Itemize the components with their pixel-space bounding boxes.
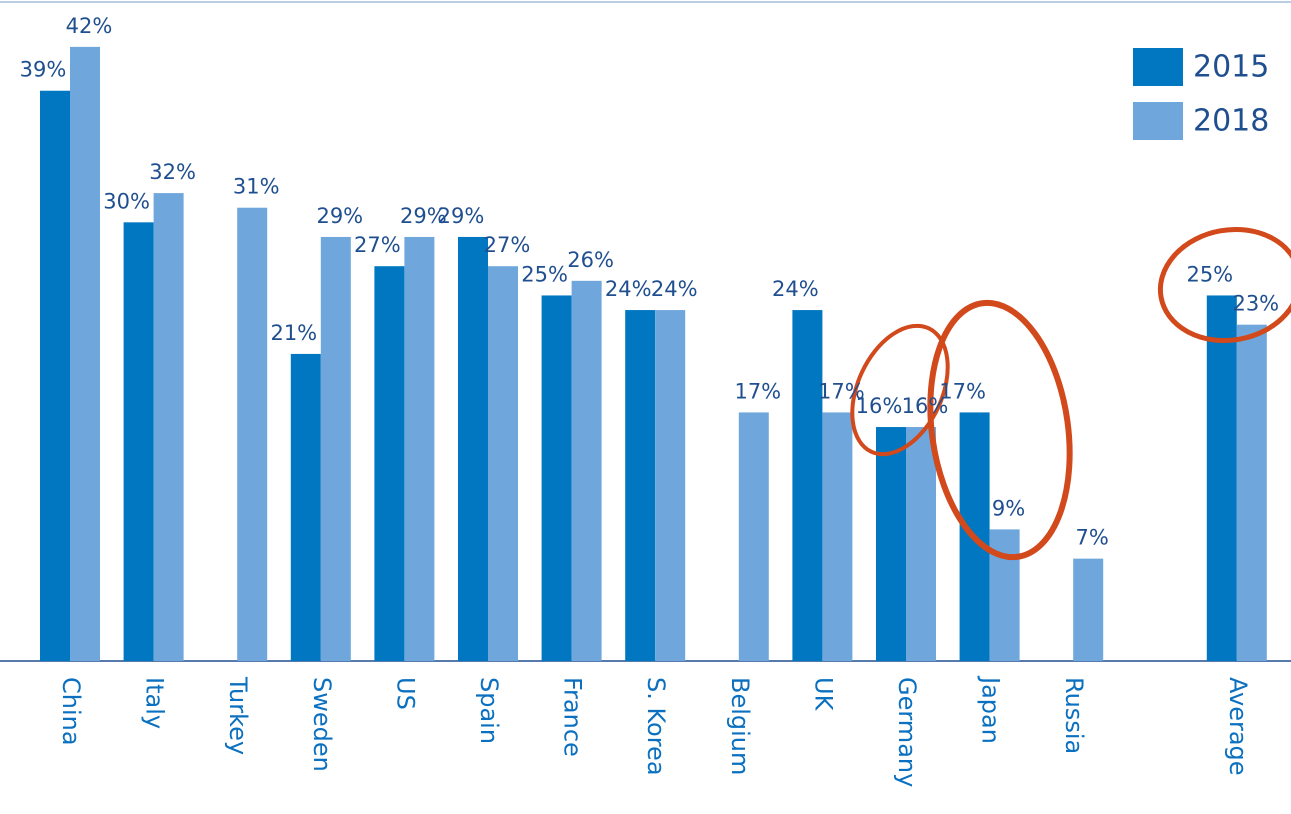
bar [738,412,769,661]
value-label: 25% [1186,262,1233,286]
x-tick-label: Italy [141,677,169,729]
x-tick-label: Russia [1060,677,1088,754]
bar [1206,295,1237,661]
bar [989,529,1020,661]
bar [320,236,351,661]
x-tick-label: Average [1224,677,1252,776]
legend-swatch [1133,48,1183,86]
value-label: 25% [521,262,568,286]
bar [792,310,823,661]
bar [625,310,656,661]
bar [374,266,405,661]
legend-swatch [1133,102,1183,140]
x-tick-label: Germany [893,677,921,787]
value-label: 39% [20,58,67,82]
bar [404,236,435,661]
value-label: 31% [233,175,280,199]
value-label: 16% [856,394,903,418]
value-label: 17% [939,379,986,403]
annotations [850,226,1291,561]
value-label: 7% [1076,526,1109,550]
x-tick-label: Spain [475,677,503,744]
bar [153,193,184,662]
bar [571,280,602,661]
value-label: 21% [270,321,317,345]
bar [1073,558,1104,661]
bars [40,46,1267,662]
value-label: 24% [772,277,819,301]
value-label: 17% [734,379,781,403]
value-label: 26% [567,248,614,272]
legend-label: 2018 [1193,104,1269,139]
x-tick-label: US [391,677,419,710]
highlight-ellipse [1157,226,1291,344]
value-label: 42% [66,14,113,38]
x-tick-label: UK [809,677,837,712]
x-tick-label: Sweden [308,677,336,772]
x-tick-label: Turkey [224,676,252,755]
bar [290,353,321,661]
value-label: 17% [818,379,865,403]
bar [70,46,100,662]
value-label: 24% [605,277,652,301]
bar [906,427,936,661]
x-tick-label: S. Korea [642,677,670,776]
bar [822,412,853,661]
bar [655,310,686,661]
value-label: 27% [484,233,531,257]
value-label: 24% [651,277,698,301]
legend-label: 2015 [1193,50,1269,85]
x-tick-label: China [57,677,85,746]
value-label: 30% [103,189,150,213]
bar [1236,324,1267,661]
bar [541,295,572,661]
highlight-ellipse [850,323,950,457]
value-label: 9% [992,496,1025,520]
value-label: 29% [316,204,363,228]
bar [123,222,154,662]
bar [237,207,268,661]
x-tick-label: France [559,677,587,757]
bar [876,427,906,661]
value-label: 29% [438,204,485,228]
x-tick-label: Belgium [726,677,754,775]
value-label: 23% [1232,292,1279,316]
value-label: 16% [902,394,949,418]
value-label: 27% [354,233,401,257]
value-label: 32% [149,160,196,184]
highlight-ellipse [927,299,1073,561]
value-label: 29% [400,204,447,228]
bar [40,90,70,661]
bar [488,266,518,661]
bar [458,236,488,661]
x-tick-label: Japan [977,675,1005,744]
